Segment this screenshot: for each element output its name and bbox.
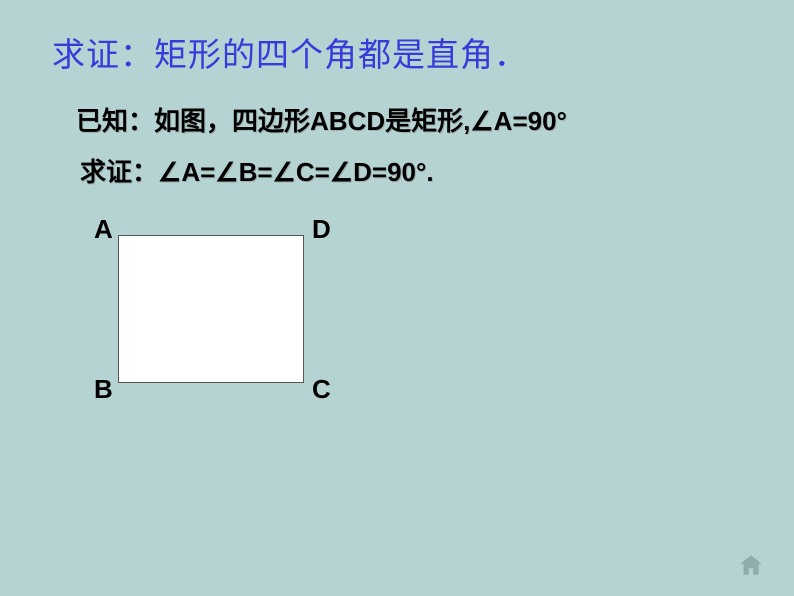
given-abcd: ABCD — [310, 106, 385, 136]
vertex-label-d: D — [312, 214, 331, 245]
prove-line: 求证：∠A=∠B=∠C=∠D=90°. — [80, 152, 434, 189]
prove-prefix: 求证： — [80, 158, 158, 187]
rectangle-shape — [118, 235, 304, 383]
vertex-label-a: A — [94, 214, 113, 245]
given-angle: ,∠A=90° — [463, 106, 567, 136]
home-icon[interactable] — [738, 552, 764, 578]
slide-title: 求证：矩形的四个角都是直角． — [52, 28, 528, 76]
vertex-label-c: C — [312, 374, 331, 405]
given-suffix1: 是矩形 — [385, 107, 463, 136]
given-line: 已知：如图，四边形ABCD是矩形,∠A=90° — [76, 101, 567, 138]
prove-equation: ∠A=∠B=∠C=∠D=90°. — [158, 157, 434, 187]
rectangle-diagram: A D B C — [100, 212, 320, 407]
given-prefix: 已知：如图，四边形 — [76, 107, 310, 136]
vertex-label-b: B — [94, 374, 113, 405]
